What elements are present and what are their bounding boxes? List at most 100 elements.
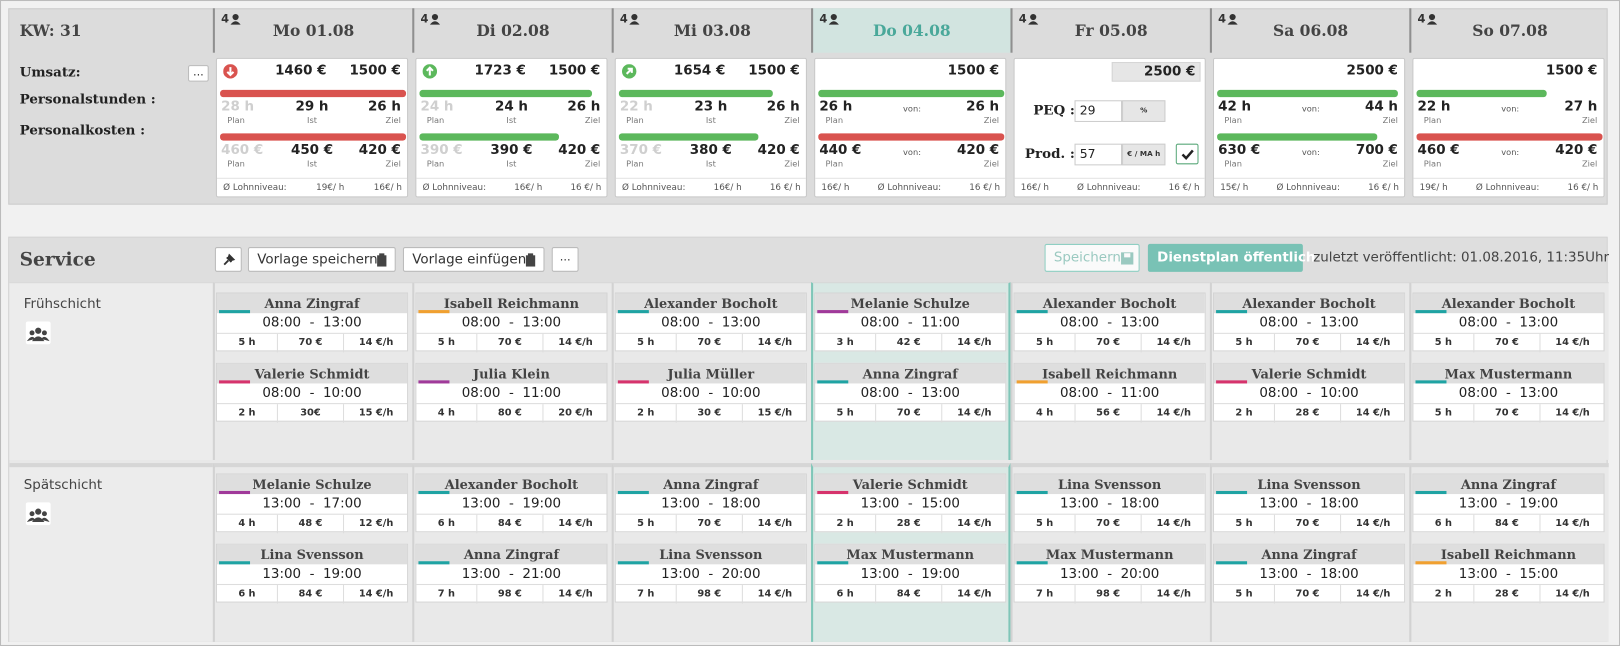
button-label[interactable]: ... <box>559 250 571 264</box>
shift-card[interactable]: Melanie Schulze 13:00 - 17:00 4 h 48 €12 €/… <box>215 473 409 534</box>
employee-name[interactable]: Isabell Reichmann <box>1440 546 1577 563</box>
shift-card[interactable]: Anna Zingraf 08:00 - 13:00 5 h 70 €14 €/h <box>814 362 1007 423</box>
employee-name[interactable]: Lina Svensson <box>260 546 364 563</box>
shift-card[interactable]: Valerie Schmidt 08:00 - 10:00 2 h 28 €14 €/… <box>1212 362 1406 423</box>
peq-value[interactable]: 29 <box>1079 103 1096 118</box>
employee-name[interactable]: Alexander Bocholt <box>444 476 579 492</box>
shift-card[interactable]: Isabell Reichmann 08:00 - 11:00 4 h 56 €14 … <box>1013 362 1206 423</box>
shift-card[interactable]: Isabell Reichmann 08:00 - 13:00 5 h 70 €14 … <box>415 292 608 353</box>
peq-input[interactable]: 29 <box>1074 100 1123 122</box>
shift-card[interactable]: Alexander Bocholt 08:00 - 13:00 5 h 70 €14 … <box>614 292 807 353</box>
group-button[interactable] <box>25 321 51 345</box>
shift-time: 13:00 - 19:00 <box>262 566 362 582</box>
shift-card[interactable]: Max Mustermann 08:00 - 13:00 5 h 70 €14 €/h <box>1412 362 1605 423</box>
employee-name[interactable]: Anna Zingraf <box>1460 476 1557 492</box>
employee-name[interactable]: Julia Klein <box>473 365 550 382</box>
shift-card[interactable]: Lina Svensson 13:00 - 18:00 5 h 70 €14 €/h <box>1212 473 1406 534</box>
name-bar <box>1014 544 1205 565</box>
shift-card[interactable]: Alexander Bocholt 08:00 - 13:00 5 h 70 €14 … <box>1212 292 1406 353</box>
employee-name[interactable]: Alexander Bocholt <box>1042 295 1177 312</box>
confirm-button[interactable] <box>1175 143 1199 165</box>
employee-name[interactable]: Anna Zingraf <box>1261 546 1357 563</box>
employee-name[interactable]: Anna Zingraf <box>463 546 560 563</box>
button-label[interactable]: Vorlage speichern <box>257 252 378 268</box>
button-label[interactable]: Dienstplan öffentlich <box>1157 250 1316 266</box>
shift-card[interactable]: Anna Zingraf 08:00 - 13:00 5 h 70 €14 €/h <box>215 292 409 353</box>
shift-card[interactable]: Lina Svensson 13:00 - 18:00 5 h 70 €14 €/h <box>1013 473 1206 534</box>
employee-name[interactable]: Valerie Schmidt <box>1251 365 1367 382</box>
toolbar-button[interactable]: Vorlage einfügen <box>402 247 545 272</box>
shift-time: 08:00 - 13:00 <box>1259 315 1359 331</box>
shift-card[interactable]: Anna Zingraf 13:00 - 21:00 7 h 98 €14 €/h <box>415 543 608 604</box>
stat-cell: 4 h <box>238 517 256 530</box>
shift-card[interactable]: Isabell Reichmann 13:00 - 15:00 2 h 28 €14 … <box>1412 543 1605 604</box>
shift-card[interactable]: Melanie Schulze 08:00 - 11:00 3 h 42 €14 €/… <box>814 292 1007 353</box>
employee-name[interactable]: Anna Zingraf <box>663 476 759 492</box>
shift-time: 13:00 - 19:00 <box>860 566 960 582</box>
employee-name[interactable]: Valerie Schmidt <box>852 476 968 492</box>
employee-name[interactable]: Anna Zingraf <box>264 295 360 312</box>
prod-input[interactable]: 57 <box>1074 143 1123 166</box>
employee-name[interactable]: Isabell Reichmann <box>1042 365 1178 382</box>
toolbar-button[interactable]: Dienstplan öffentlich <box>1147 243 1315 272</box>
wage-text: 16 €/ h <box>1567 182 1599 194</box>
shift-card[interactable]: Valerie Schmidt 13:00 - 15:00 2 h 28 €14 €/… <box>814 473 1007 534</box>
employee-name[interactable]: Anna Zingraf <box>862 365 958 382</box>
button-label[interactable]: Vorlage einfügen <box>412 252 527 268</box>
employee-name[interactable]: Alexander Bocholt <box>644 295 778 312</box>
wage-footer: Ø Lohnniveau: 16€/ h 16 €/ h <box>416 177 607 198</box>
shift-time: 08:00 - 13:00 <box>1059 315 1160 331</box>
employee-name[interactable]: Lina Svensson <box>1058 476 1162 492</box>
employee-name[interactable]: Julia Müller <box>667 365 755 382</box>
pin-button[interactable] <box>214 247 242 272</box>
ziel-value: 700 € <box>1355 142 1398 159</box>
shift-card[interactable]: Alexander Bocholt 13:00 - 19:00 6 h 84 €14 … <box>415 473 608 534</box>
sub-label: Ziel <box>584 159 601 169</box>
shift-card[interactable]: Alexander Bocholt 08:00 - 13:00 5 h 70 €14 … <box>1013 292 1206 353</box>
button-label[interactable]: Speichern <box>1053 250 1121 266</box>
shift-card[interactable]: Anna Zingraf 13:00 - 18:00 5 h 70 €14 €/h <box>614 473 807 534</box>
employee-name[interactable]: Max Mustermann <box>1444 365 1573 382</box>
stat-cell: 14 €/h <box>1539 514 1604 534</box>
shift-card[interactable]: Anna Zingraf 13:00 - 19:00 6 h 84 €14 €/h <box>1412 473 1605 534</box>
color-marker <box>1216 380 1248 384</box>
shift-card[interactable]: Lina Svensson 13:00 - 20:00 7 h 98 €14 €/h <box>614 543 807 604</box>
toolbar-button[interactable]: ... <box>551 247 579 272</box>
sub-label: Ist <box>506 159 517 169</box>
shift-card[interactable]: Anna Zingraf 13:00 - 18:00 5 h 70 €14 €/h <box>1212 543 1406 604</box>
shift-card[interactable]: Alexander Bocholt 08:00 - 13:00 5 h 70 €14 … <box>1412 292 1605 353</box>
shift-card[interactable]: Julia Müller 08:00 - 10:00 2 h 30 €15 €/h <box>614 362 807 423</box>
employee-name[interactable]: Isabell Reichmann <box>443 295 580 312</box>
name-bar <box>416 544 607 565</box>
revenue-actual: 1723 € <box>474 63 526 79</box>
employee-name[interactable]: Lina Svensson <box>1257 476 1361 492</box>
employee-name[interactable]: Valerie Schmidt <box>254 365 370 382</box>
group-button[interactable] <box>25 502 51 526</box>
plan-value: 26 h <box>819 99 853 115</box>
stat-cell: 5 h <box>1434 336 1453 349</box>
shift-card[interactable]: Julia Klein 08:00 - 11:00 4 h 80 €20 €/h <box>415 362 608 423</box>
employee-name[interactable]: Alexander Bocholt <box>1441 295 1576 312</box>
stat-cell: 5 h <box>637 336 655 349</box>
clipboard-icon <box>525 253 536 267</box>
shift-card[interactable]: Lina Svensson 13:00 - 19:00 6 h 84 €14 €/h <box>215 543 409 604</box>
ist-value: 29 h <box>295 99 329 115</box>
shift-card[interactable]: Max Mustermann 13:00 - 20:00 7 h 98 €14 €/h <box>1013 543 1206 604</box>
employee-name[interactable]: Lina Svensson <box>659 546 763 563</box>
shift-card[interactable]: Max Mustermann 13:00 - 19:00 6 h 84 €14 €/h <box>814 543 1007 604</box>
employee-name[interactable]: Melanie Schulze <box>850 295 970 312</box>
prod-value[interactable]: 57 <box>1079 146 1096 162</box>
shift-time: 08:00 - 11:00 <box>1059 385 1160 402</box>
employee-name[interactable]: Alexander Bocholt <box>1242 295 1376 312</box>
more-button[interactable]: ... <box>188 65 209 82</box>
employee-name[interactable]: Melanie Schulze <box>252 476 372 492</box>
day-header: 4 Sa 06.08 <box>1209 8 1409 53</box>
color-marker <box>1216 561 1248 565</box>
employee-name[interactable]: Max Mustermann <box>846 546 975 563</box>
toolbar-button[interactable]: Speichern <box>1044 243 1140 272</box>
day-card: 1654 € 1500 € 22 h 23 h 26 h Plan Ist Ziel 370 €… <box>614 57 807 198</box>
toolbar-button[interactable]: Vorlage speichern <box>247 247 396 272</box>
stat-cell: 12 €/h <box>343 514 408 534</box>
shift-card[interactable]: Valerie Schmidt 08:00 - 10:00 2 h 30€ 15 €/h <box>215 362 409 423</box>
employee-name[interactable]: Max Mustermann <box>1045 546 1174 563</box>
